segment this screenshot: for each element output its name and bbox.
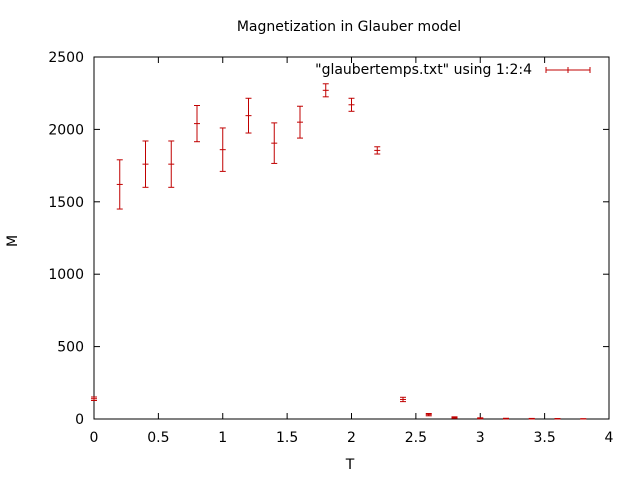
x-tick-label: 4	[605, 430, 614, 446]
x-tick-label: 3	[476, 430, 485, 446]
data-point	[451, 416, 458, 419]
data-point	[503, 417, 509, 420]
data-point	[194, 105, 200, 143]
legend: "glaubertemps.txt" using 1:2:4	[315, 62, 591, 78]
data-point	[374, 146, 381, 155]
data-point	[219, 127, 226, 172]
x-tick-label: 0.5	[147, 430, 169, 446]
data-point	[322, 83, 329, 98]
series-layer	[91, 83, 587, 420]
y-tick-label: 2000	[48, 122, 84, 138]
data-point	[245, 97, 252, 134]
data-point	[142, 140, 149, 188]
data-point	[348, 97, 355, 112]
y-tick-label: 500	[57, 340, 84, 356]
legend-sample	[545, 67, 591, 73]
data-point	[477, 417, 484, 420]
data-point	[271, 122, 278, 164]
y-axis-label: M	[5, 235, 21, 247]
chart-title: Magnetization in Glauber model	[237, 19, 461, 35]
x-ticks: 0 0.5 1 1.5 2 2.5 3 3.5 4	[90, 57, 614, 446]
data-point	[91, 396, 97, 401]
y-tick-label: 1000	[48, 267, 84, 283]
data-point	[297, 105, 303, 139]
data-point	[528, 417, 535, 420]
x-tick-label: 0	[90, 430, 99, 446]
x-tick-label: 2.5	[405, 430, 427, 446]
x-tick-label: 3.5	[533, 430, 555, 446]
x-tick-label: 1.5	[276, 430, 298, 446]
data-point	[425, 412, 432, 417]
x-tick-label: 1	[218, 430, 227, 446]
y-ticks: 0 500 1000 1500 2000 2500	[48, 50, 609, 428]
data-point	[400, 396, 406, 403]
y-tick-label: 1500	[48, 195, 84, 211]
data-point	[168, 140, 175, 188]
y-tick-label: 0	[75, 412, 84, 428]
data-point	[116, 159, 123, 210]
x-tick-label: 2	[347, 430, 356, 446]
x-axis-label: T	[345, 457, 355, 473]
y-tick-label: 2500	[48, 50, 84, 66]
legend-label: "glaubertemps.txt" using 1:2:4	[315, 62, 532, 78]
